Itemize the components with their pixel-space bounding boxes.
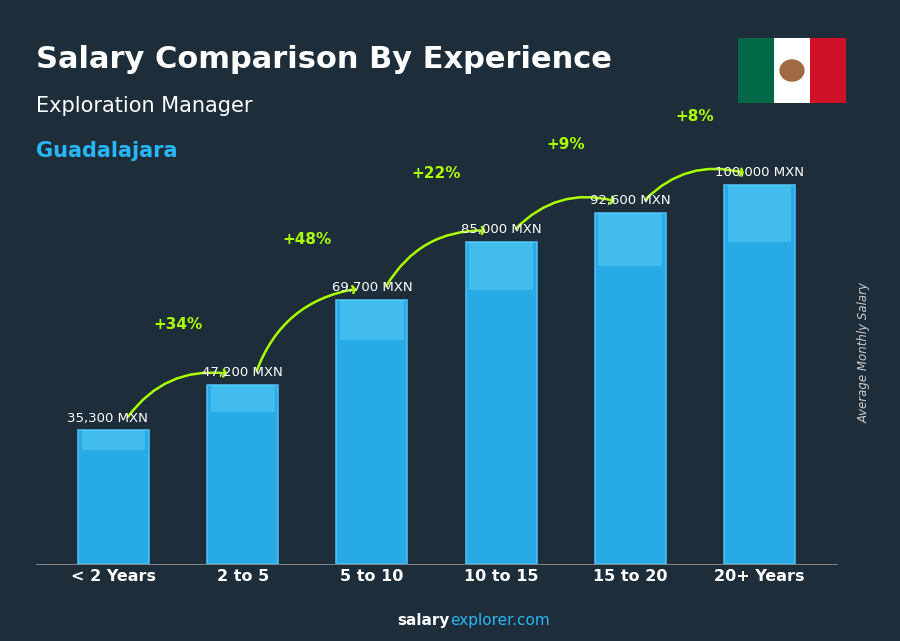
Text: salary: salary (398, 613, 450, 628)
Bar (78, 430, 149, 564)
Text: +34%: +34% (154, 317, 202, 332)
Circle shape (779, 60, 805, 81)
Bar (469, 242, 533, 290)
Text: +8%: +8% (676, 110, 715, 124)
Text: Guadalajara: Guadalajara (36, 141, 177, 161)
Text: explorer.com: explorer.com (450, 613, 550, 628)
Text: 100,000 MXN: 100,000 MXN (715, 167, 804, 179)
Text: 85,000 MXN: 85,000 MXN (461, 223, 542, 237)
Text: +22%: +22% (412, 166, 462, 181)
Bar (810, 38, 846, 103)
Text: +48%: +48% (283, 232, 332, 247)
Bar (724, 185, 795, 564)
Text: +9%: +9% (546, 137, 585, 153)
Text: 47,200 MXN: 47,200 MXN (202, 367, 284, 379)
Bar (337, 300, 408, 564)
Bar (738, 38, 774, 103)
Bar (465, 242, 536, 564)
Bar (598, 213, 662, 266)
Bar (727, 185, 791, 242)
Text: 35,300 MXN: 35,300 MXN (67, 412, 148, 424)
Bar (82, 430, 146, 451)
Text: Average Monthly Salary: Average Monthly Salary (858, 282, 870, 423)
Bar (595, 213, 666, 564)
Text: 69,700 MXN: 69,700 MXN (331, 281, 412, 294)
Bar (774, 38, 810, 103)
Text: Exploration Manager: Exploration Manager (36, 96, 253, 116)
Bar (340, 300, 404, 340)
Bar (207, 385, 278, 564)
Text: Salary Comparison By Experience: Salary Comparison By Experience (36, 45, 612, 74)
Text: 92,600 MXN: 92,600 MXN (590, 194, 670, 208)
Bar (211, 385, 274, 412)
